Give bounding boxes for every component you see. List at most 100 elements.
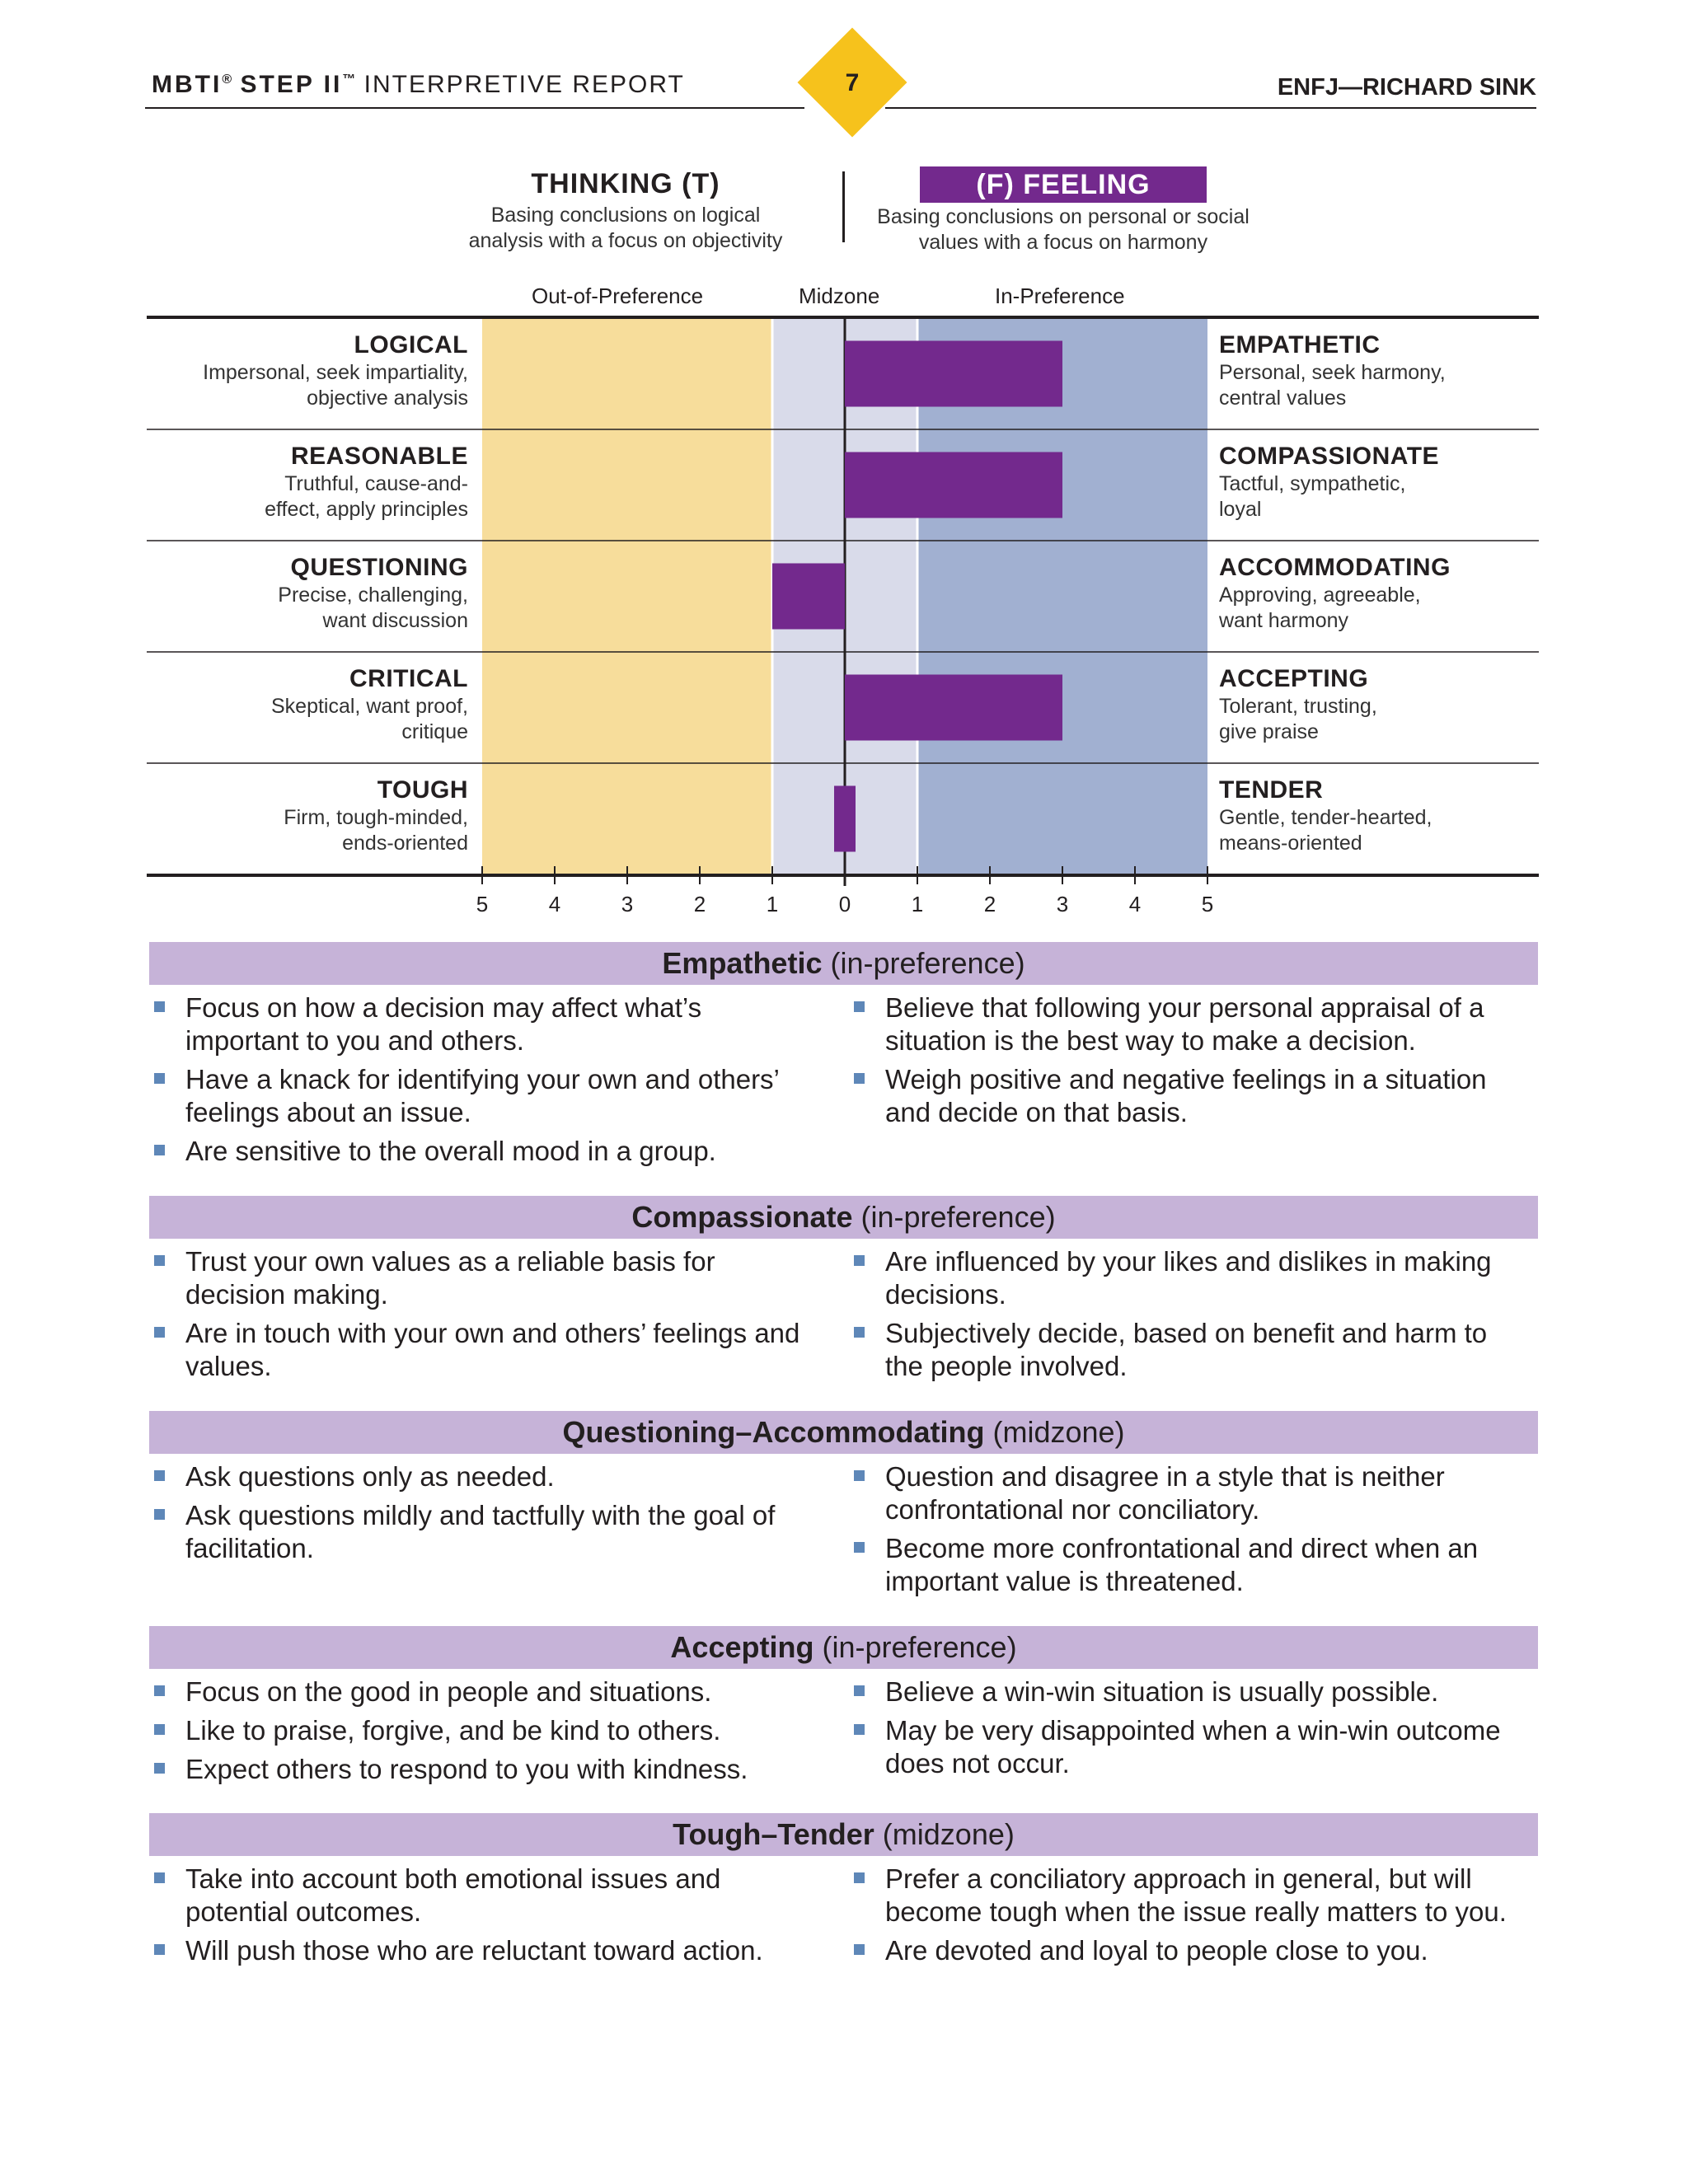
bullet-item: Are influenced by your likes and dislike… (849, 1245, 1508, 1311)
scale-tick-label: 2 (694, 892, 706, 915)
section-qualifier: (in-preference) (860, 1200, 1056, 1234)
section-bullets-left: Focus on how a decision may affect what’… (149, 991, 809, 1174)
dichotomy-divider (842, 171, 845, 242)
facet-left-pole: TOUGH (377, 776, 468, 804)
bullet-item: Ask questions only as needed. (149, 1460, 809, 1493)
thinking-title: THINKING (T) (531, 168, 720, 199)
bullet-item: Believe a win-win situation is usually p… (849, 1675, 1508, 1708)
scale-tick-label: 2 (984, 892, 996, 915)
scale-tick-label: 3 (621, 892, 633, 915)
bullet-item: Are devoted and loyal to people close to… (849, 1934, 1508, 1967)
section-heading: Questioning–Accommodating (midzone) (149, 1411, 1538, 1454)
section-title: Tough–Tender (673, 1817, 874, 1851)
facet-right-label: ACCOMMODATING Approving, agreeable, want h… (1219, 553, 1598, 634)
facet-right-desc-line-1: Approving, agreeable, (1219, 583, 1421, 607)
section-heading: Accepting (in-preference) (149, 1626, 1538, 1669)
step-name: STEP II (240, 71, 343, 98)
registered-mark: ® (222, 73, 233, 87)
scale-tick-label: 5 (1202, 892, 1213, 915)
section-title: Accepting (670, 1630, 814, 1664)
bullet-item: Trust your own values as a reliable basi… (149, 1245, 809, 1311)
scale-tick-label: 4 (549, 892, 560, 915)
facet-bar (834, 785, 856, 852)
in-preference-zone (917, 318, 1207, 874)
feeling-desc-line-2: values with a focus on harmony (918, 231, 1208, 254)
thinking-heading: THINKING (T) Basing conclusions on logic… (420, 166, 832, 254)
facet-left-label: TOUGH Firm, tough-minded, ends-oriented (89, 776, 468, 856)
facet-left-desc-line-1: Firm, tough-minded, (284, 806, 468, 829)
facet-left-desc-line-2: critique (401, 720, 468, 743)
facet-right-label: EMPATHETIC Personal, seek harmony, central… (1219, 330, 1598, 411)
facet-chart: 5 4 3 2 1 0 1 2 3 4 5 (147, 316, 1539, 915)
facet-right-label: COMPASSIONATE Tactful, sympathetic, loyal (1219, 442, 1598, 523)
thinking-desc-line-1: Basing conclusions on logical (490, 204, 761, 227)
facet-left-label: QUESTIONING Precise, challenging, want dis… (89, 553, 468, 634)
facet-left-label: REASONABLE Truthful, cause-and-effect, ap… (89, 442, 468, 523)
facet-right-desc-line-1: Gentle, tender-hearted, (1219, 806, 1432, 829)
facet-right-desc-line-1: Tactful, sympathetic, (1219, 472, 1406, 495)
scale-tick-label: 3 (1057, 892, 1068, 915)
section-title: Compassionate (631, 1200, 853, 1234)
section-title: Empathetic (662, 946, 823, 980)
facet-right-desc-line-2: give praise (1219, 720, 1319, 743)
person-name: ENFJ—RICHARD SINK (1277, 74, 1536, 101)
page-number: 7 (845, 69, 860, 96)
section-qualifier: (midzone) (992, 1415, 1125, 1449)
out-of-preference-label: Out-of-Preference (532, 284, 704, 308)
bullet-item: Like to praise, forgive, and be kind to … (149, 1714, 809, 1747)
section-bullets-right: Question and disagree in a style that is… (849, 1460, 1508, 1604)
section-qualifier: (midzone) (882, 1817, 1015, 1851)
facet-bar (845, 340, 1062, 407)
facet-left-desc-line-1: Skeptical, want proof, (270, 695, 468, 718)
facet-left-pole: LOGICAL (354, 331, 468, 359)
facet-right-desc-line-2: central values (1219, 387, 1347, 410)
bullet-item: Prefer a conciliatory approach in genera… (849, 1863, 1508, 1929)
bullet-item: Have a knack for identifying your own an… (149, 1063, 809, 1129)
thinking-desc-line-2: analysis with a focus on objectivity (468, 229, 783, 252)
bullet-item: May be very disappointed when a win-win … (849, 1714, 1508, 1780)
header-rule-left (145, 107, 804, 109)
bullet-item: Question and disagree in a style that is… (849, 1460, 1508, 1526)
section-bullets-right: Prefer a conciliatory approach in genera… (849, 1863, 1508, 1973)
facet-right-desc-line-2: means-oriented (1219, 832, 1362, 855)
bullet-item: Weigh positive and negative feelings in … (849, 1063, 1508, 1129)
feeling-desc-line-1: Basing conclusions on personal or social (877, 205, 1250, 228)
facet-left-pole: REASONABLE (290, 443, 468, 470)
scale-tick-label: 0 (839, 892, 851, 915)
report-name: INTERPRETIVE REPORT (363, 71, 685, 98)
bullet-item: Are sensitive to the overall mood in a g… (149, 1135, 809, 1168)
facet-left-desc-line-2: want discussion (322, 609, 468, 632)
bullet-item: Will push those who are reluctant toward… (149, 1934, 809, 1967)
scale-tick-label: 5 (476, 892, 488, 915)
facet-right-label: ACCEPTING Tolerant, trusting, give praise (1219, 664, 1598, 745)
section-bullets-right: Believe a win-win situation is usually p… (849, 1675, 1508, 1786)
section-bullets-left: Trust your own values as a reliable basi… (149, 1245, 809, 1389)
bullet-item: Ask questions mildly and tactfully with … (149, 1499, 809, 1565)
trademark-mark: ™ (342, 73, 357, 87)
bullet-item: Take into account both emotional issues … (149, 1863, 809, 1929)
facet-bar (845, 452, 1062, 518)
facet-right-desc-line-2: want harmony (1219, 609, 1349, 632)
scale-tick-label: 4 (1129, 892, 1141, 915)
section-bullets-right: Believe that following your personal app… (849, 991, 1508, 1135)
bullet-item: Are in touch with your own and others’ f… (149, 1317, 809, 1383)
bullet-item: Subjectively decide, based on benefit an… (849, 1317, 1508, 1383)
bullet-item: Become more confrontational and direct w… (849, 1532, 1508, 1598)
in-preference-label: In-Preference (995, 284, 1125, 308)
facet-right-pole: ACCEPTING (1219, 665, 1369, 692)
bullet-item: Believe that following your personal app… (849, 991, 1508, 1057)
facet-right-desc-line-2: loyal (1219, 498, 1262, 521)
bullet-item: Expect others to respond to you with kin… (149, 1753, 809, 1786)
facet-right-desc-line-1: Tolerant, trusting, (1219, 695, 1377, 718)
facet-left-label: CRITICAL Skeptical, want proof, critique (89, 664, 468, 745)
facet-right-pole: EMPATHETIC (1219, 331, 1381, 359)
facet-left-desc-line-1: Impersonal, seek impartiality, (203, 361, 468, 384)
report-header-title: MBTI® STEP II™ INTERPRETIVE REPORT (152, 71, 685, 99)
section-title: Questioning–Accommodating (562, 1415, 985, 1449)
facet-bar (772, 563, 845, 630)
facet-bar (845, 674, 1062, 741)
section-heading: Empathetic (in-preference) (149, 942, 1538, 985)
section-qualifier: (in-preference) (822, 1630, 1017, 1664)
facet-left-desc-line-2: ends-oriented (342, 832, 468, 855)
facet-left-desc-line-1: Truthful, cause-and- (284, 472, 468, 495)
